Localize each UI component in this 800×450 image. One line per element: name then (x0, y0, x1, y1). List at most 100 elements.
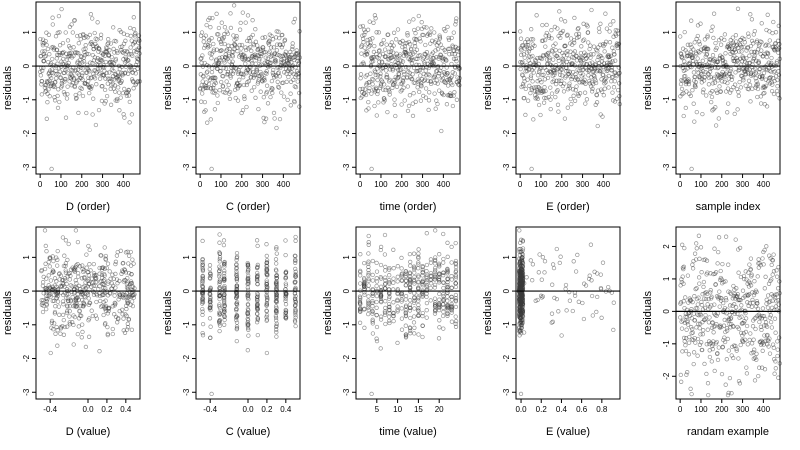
data-point (683, 73, 688, 79)
data-point (680, 55, 685, 61)
data-point (366, 300, 371, 305)
data-point (391, 266, 396, 271)
data-point (57, 277, 62, 282)
data-point (365, 49, 370, 54)
data-point (599, 89, 605, 94)
y-tick-label: -1 (342, 96, 351, 104)
data-point (200, 257, 205, 262)
data-point (722, 32, 728, 37)
data-point (267, 38, 272, 43)
data-point (441, 326, 446, 331)
data-point (358, 24, 363, 29)
data-point (454, 16, 459, 21)
data-point (432, 285, 437, 290)
data-point (725, 64, 730, 70)
data-point (55, 289, 61, 294)
data-point (392, 79, 398, 84)
data-point (104, 265, 109, 271)
data-point (366, 283, 371, 288)
data-point (78, 303, 83, 309)
data-point (79, 54, 84, 59)
data-point (211, 47, 217, 52)
x-axis-title: D (value) (66, 426, 111, 438)
data-point (53, 331, 58, 336)
data-point (104, 70, 110, 76)
data-point (260, 35, 265, 40)
data-point (357, 300, 363, 305)
data-point (128, 249, 133, 255)
data-point (679, 86, 685, 92)
data-point (712, 59, 717, 64)
data-point (217, 274, 222, 279)
y-tick-label: -3 (182, 388, 191, 396)
data-point (113, 301, 118, 306)
y-axis-title: residuals (642, 65, 654, 110)
data-point (245, 320, 250, 325)
data-point (734, 62, 739, 68)
data-point (765, 305, 771, 310)
x-tick-label: 200 (395, 180, 409, 189)
data-point (62, 253, 67, 258)
data-point (279, 45, 285, 50)
data-point (70, 30, 75, 35)
data-point (694, 109, 699, 115)
data-point (222, 297, 227, 303)
data-point (578, 50, 584, 56)
data-point (363, 87, 368, 92)
data-point (549, 311, 555, 316)
data-point (366, 278, 371, 283)
data-point (435, 47, 441, 52)
data-point (234, 301, 239, 306)
data-point (403, 278, 409, 283)
points-time-order (358, 13, 462, 172)
data-point (694, 246, 699, 251)
data-point (264, 258, 270, 263)
data-point (281, 94, 287, 99)
data-point (768, 313, 773, 318)
data-point (366, 99, 371, 105)
data-point (726, 348, 731, 353)
data-point (106, 40, 111, 46)
data-point (541, 100, 547, 105)
data-point (549, 36, 554, 41)
data-point (539, 80, 544, 85)
data-point (245, 276, 250, 282)
data-point (450, 70, 455, 75)
data-point (744, 61, 750, 66)
data-point (230, 59, 235, 64)
data-point (573, 77, 578, 82)
data-point (405, 33, 410, 38)
data-point (102, 87, 108, 93)
plot-frame (515, 226, 621, 400)
data-point (691, 47, 696, 52)
data-point (718, 89, 723, 94)
data-point (275, 52, 280, 57)
data-point (271, 45, 276, 50)
data-point (720, 79, 725, 84)
data-point (222, 264, 227, 269)
data-point (449, 74, 455, 79)
data-point (403, 297, 408, 302)
data-point (222, 304, 227, 309)
data-point (575, 252, 580, 258)
data-point (378, 262, 384, 268)
data-point (107, 76, 112, 81)
data-point (234, 34, 239, 39)
data-point (557, 260, 562, 266)
data-point (120, 312, 125, 317)
data-point (527, 83, 532, 88)
data-point (92, 76, 98, 81)
data-point (595, 49, 600, 54)
data-point (112, 289, 117, 295)
data-point (711, 11, 717, 16)
data-point (763, 43, 768, 48)
data-point (293, 260, 298, 265)
data-point (249, 59, 254, 64)
y-tick-label: -1 (342, 321, 351, 329)
x-tick-label: 0.4 (556, 405, 568, 414)
data-point (697, 42, 702, 47)
data-point (294, 48, 299, 53)
y-tick-label: -3 (22, 388, 31, 396)
data-point (542, 95, 547, 101)
